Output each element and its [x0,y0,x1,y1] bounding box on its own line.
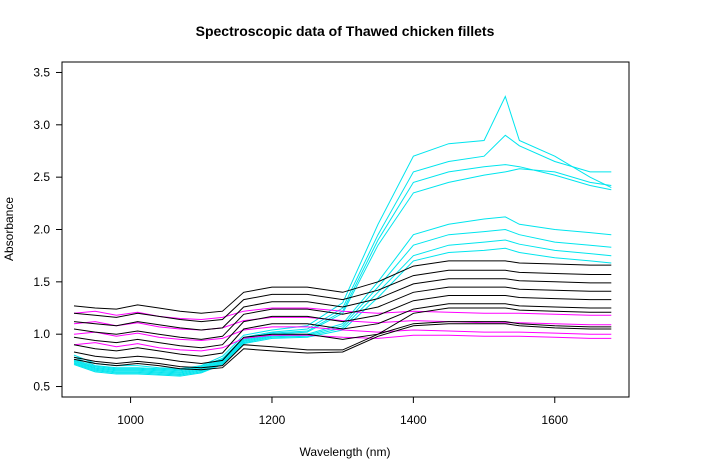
series-layer [73,95,612,377]
spectrum-line-group-c-13 [73,269,612,323]
y-axis-label: Absorbance [2,197,16,261]
spectrum-line-group-c-17 [73,303,612,357]
y-tick-label: 1.0 [33,327,50,341]
spectrum-line-group-c-19 [73,321,612,369]
y-tick-label: 2.0 [33,223,50,237]
x-axis-label: Wavelength (nm) [300,445,391,459]
spectrum-line-group-c-20 [73,323,612,371]
y-tick-label: 3.5 [33,65,50,79]
spectrum-line-group-c-16 [73,295,612,349]
spectrum-line-group-c-18 [73,307,612,365]
spectrum-line-group-b-10 [73,326,612,342]
x-tick-label: 1200 [259,413,286,427]
y-tick-label: 1.5 [33,275,50,289]
chart-title: Spectroscopic data of Thawed chicken fil… [196,23,495,39]
y-axis: 0.5 1.0 1.5 2.0 2.5 3.0 3.5 [33,65,63,394]
spectrum-line-group-a-7 [73,247,612,377]
spectrum-line-group-c-15 [73,286,612,340]
spectrum-line-group-a-2 [73,95,612,370]
x-tick-label: 1600 [541,413,568,427]
spectrum-line-group-c-14 [73,278,612,331]
spectrum-line-group-a-6 [73,239,612,376]
spectrum-line-group-a-3 [73,164,612,372]
spectrum-line-group-b-8 [73,307,612,321]
y-tick-label: 3.0 [33,118,50,132]
spectrum-line-group-b-11 [73,334,612,352]
y-tick-label: 0.5 [33,380,50,394]
y-tick-label: 2.5 [33,170,50,184]
spectrum-line-group-a-0 [73,168,612,373]
x-tick-label: 1400 [400,413,427,427]
x-tick-label: 1000 [117,413,144,427]
x-axis: 1000 1200 1400 1600 [117,396,568,427]
spectrum-line-group-a-1 [73,134,612,371]
spectrum-line-group-c-12 [73,260,612,314]
